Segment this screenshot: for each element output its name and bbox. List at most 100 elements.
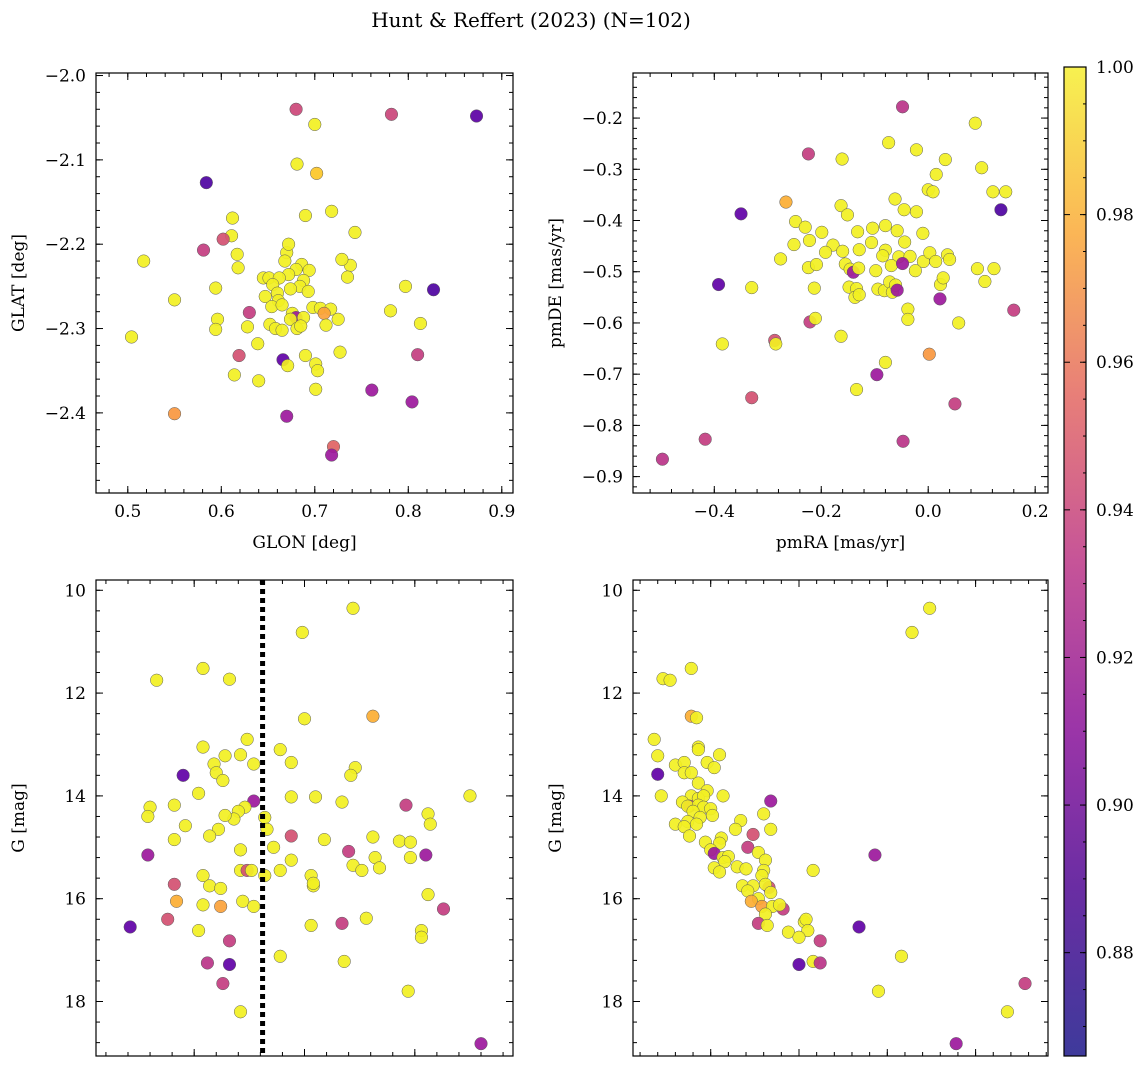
data-point (851, 225, 865, 239)
data-point (909, 205, 923, 219)
data-point (926, 185, 940, 199)
data-point (196, 898, 210, 912)
data-point (199, 176, 213, 190)
data-point (773, 898, 787, 912)
data-point (769, 337, 783, 351)
data-point (895, 100, 910, 114)
data-point (691, 743, 705, 757)
data-point (355, 863, 369, 877)
x-tick-label: 0.0 (915, 502, 942, 522)
data-point (222, 672, 237, 686)
y-tick-label: −0.5 (582, 263, 623, 283)
data-point (948, 397, 962, 411)
data-point (975, 161, 989, 175)
data-point (309, 382, 323, 396)
data-point (744, 894, 758, 908)
y-tick-label: 10 (601, 581, 623, 601)
data-point (866, 221, 880, 235)
data-point (232, 348, 246, 363)
y-tick-label: −2.2 (45, 235, 86, 255)
colorbar: 0.88 0.90 0.92 0.94 0.96 0.98 1.00 (1063, 58, 1134, 1057)
data-point (227, 368, 241, 382)
data-point (200, 956, 214, 970)
data-point (712, 277, 726, 292)
data-point (403, 835, 417, 849)
data-point (167, 407, 182, 421)
data-point (878, 219, 892, 233)
data-point (411, 348, 425, 362)
data-point (289, 102, 303, 116)
data-point (807, 281, 821, 295)
data-point (746, 827, 760, 841)
data-point (203, 829, 217, 843)
x-tick-label: 2.5 (962, 1065, 989, 1067)
data-point (304, 918, 318, 932)
data-point (403, 851, 417, 865)
data-point (779, 195, 793, 209)
data-point (281, 359, 295, 373)
y-tick-label: 16 (601, 890, 623, 910)
data-point (876, 249, 890, 263)
data-point (414, 930, 428, 944)
y-tick-label: −2.3 (45, 320, 86, 340)
x-tick-label: −0.2 (801, 502, 842, 522)
data-point (335, 795, 349, 809)
axes-frame (632, 72, 1049, 494)
data-point (233, 1005, 248, 1019)
data-point (141, 809, 155, 824)
colorbar-tick-label: 0.94 (1096, 501, 1134, 521)
data-point (192, 786, 206, 800)
data-point (871, 984, 886, 998)
data-point (240, 732, 254, 746)
data-point (792, 957, 806, 972)
data-point (792, 930, 806, 944)
data-point (852, 920, 866, 934)
data-point (739, 862, 753, 876)
data-point (169, 894, 184, 908)
data-point (284, 790, 298, 804)
data-point (211, 822, 226, 836)
data-point (949, 1037, 963, 1051)
data-point (849, 382, 864, 397)
panel-plx-g: 0.350.400.451012141618Plx [mas]G [mag] (9, 579, 514, 1067)
data-point (716, 789, 730, 803)
data-point (787, 238, 801, 252)
x-tick-label: 2.0 (874, 1065, 901, 1067)
data-point (1018, 976, 1032, 991)
data-point (890, 283, 904, 297)
data-point (682, 829, 697, 843)
data-point (216, 773, 230, 788)
data-point (968, 116, 982, 130)
data-point (178, 819, 192, 833)
data-point (878, 355, 892, 369)
data-point (284, 853, 298, 867)
panel-pmra-pmde: −0.4 −0.2 0.0 0.2 −0.9 −0.8 −0.7 −0.6 −0.5 −0.4 −0… (546, 72, 1049, 553)
data-point (209, 281, 223, 295)
data-point (840, 208, 855, 222)
data-point (474, 1037, 488, 1051)
data-point (707, 761, 721, 775)
data-point (214, 899, 228, 913)
data-point (244, 863, 259, 877)
data-point (818, 245, 833, 259)
data-point (214, 881, 228, 895)
y-tick-label: 14 (64, 787, 86, 807)
data-point (236, 894, 250, 908)
x-tick-label: 0.35 (175, 1065, 213, 1067)
y-tick-label: −0.9 (582, 468, 623, 488)
data-point (712, 748, 727, 762)
data-point (230, 247, 244, 261)
data-point (852, 243, 866, 257)
data-point (691, 776, 705, 790)
data-point (712, 865, 727, 879)
data-point (684, 766, 698, 780)
colorbar-tick-label: 0.96 (1096, 353, 1134, 373)
data-point (167, 833, 181, 847)
data-point (836, 244, 850, 258)
y-tick-label: −2.4 (45, 404, 86, 424)
data-point (815, 225, 829, 239)
data-point (774, 252, 788, 266)
data-point (273, 949, 287, 963)
x-tick-label: 0.5 (114, 502, 141, 522)
data-point (192, 924, 206, 938)
